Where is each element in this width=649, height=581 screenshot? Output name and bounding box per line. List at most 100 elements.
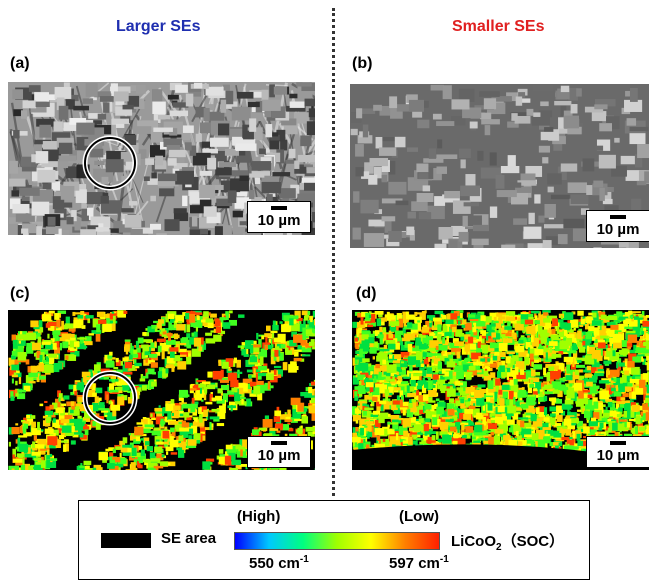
- pixel: [63, 395, 69, 399]
- grain: [215, 226, 223, 235]
- pixel: [486, 397, 491, 402]
- grain: [563, 219, 584, 228]
- grain: [396, 201, 409, 206]
- grain: [100, 96, 114, 102]
- grain: [629, 133, 645, 144]
- grain: [204, 206, 217, 216]
- pixel: [497, 398, 499, 403]
- pixel: [22, 458, 24, 466]
- grain: [9, 161, 18, 174]
- grain: [232, 170, 248, 176]
- pixel: [38, 363, 44, 372]
- pixel: [34, 435, 37, 440]
- grain: [407, 147, 418, 151]
- pixel: [281, 344, 286, 348]
- grain: [477, 151, 483, 161]
- pixel: [47, 436, 57, 445]
- pixel: [55, 408, 63, 413]
- pixel: [544, 396, 547, 401]
- pixel: [23, 426, 26, 433]
- grain: [429, 148, 436, 158]
- pixel: [151, 418, 156, 420]
- pixel: [179, 317, 181, 320]
- grain: [200, 171, 212, 176]
- pixel: [280, 426, 283, 430]
- grain: [248, 102, 260, 107]
- grain: [239, 176, 248, 181]
- heading-right: Smaller SEs: [452, 18, 545, 36]
- pixel: [141, 449, 145, 455]
- pixel: [42, 314, 51, 321]
- pixel: [639, 315, 644, 318]
- pixel: [166, 364, 174, 368]
- pixel: [477, 374, 484, 377]
- pixel: [206, 459, 214, 462]
- pixel: [241, 399, 243, 405]
- pixel: [109, 383, 114, 390]
- grain: [376, 137, 383, 148]
- pixel: [614, 393, 621, 397]
- pixel: [66, 317, 70, 324]
- pixel: [188, 439, 197, 445]
- pixel: [38, 337, 42, 344]
- pixel: [96, 324, 100, 332]
- pixel: [494, 392, 497, 400]
- grain: [221, 100, 226, 113]
- pixel: [276, 357, 279, 362]
- pixel: [182, 421, 186, 428]
- pixel: [96, 334, 101, 342]
- grain: [370, 158, 389, 166]
- pixel: [264, 333, 271, 337]
- pixel: [268, 468, 271, 470]
- grain: [388, 231, 402, 242]
- pixel: [353, 442, 355, 447]
- pixel: [146, 358, 148, 363]
- pixel: [274, 350, 278, 357]
- grain: [564, 116, 579, 129]
- grain: [529, 213, 535, 224]
- pixel: [54, 330, 61, 334]
- pixel: [494, 400, 496, 402]
- grain: [175, 85, 188, 93]
- grain: [152, 102, 165, 114]
- pixel: [230, 373, 237, 381]
- grain: [59, 106, 69, 120]
- pixel: [238, 314, 244, 317]
- pixel: [468, 406, 475, 409]
- pixel: [304, 393, 312, 398]
- pixel: [389, 354, 393, 358]
- pixel: [497, 371, 501, 378]
- pixel: [178, 435, 183, 441]
- pixel: [413, 440, 418, 444]
- pixel: [115, 446, 120, 449]
- pixel: [77, 382, 84, 390]
- grain: [614, 138, 619, 143]
- pixel: [125, 340, 131, 342]
- pixel: [425, 418, 430, 422]
- grain: [114, 91, 129, 101]
- grain: [418, 173, 428, 179]
- pixel: [406, 312, 409, 316]
- pixel: [310, 316, 312, 322]
- pixel: [198, 407, 202, 414]
- pixel: [506, 311, 515, 316]
- pixel: [579, 325, 583, 327]
- pixel: [585, 317, 593, 324]
- panel-label: (a): [10, 55, 30, 73]
- grain: [351, 129, 358, 135]
- pixel: [62, 425, 72, 432]
- pixel: [103, 324, 112, 332]
- pixel: [272, 325, 278, 330]
- grain: [296, 82, 312, 86]
- pixel: [33, 467, 41, 469]
- pixel: [512, 330, 515, 333]
- pixel: [194, 433, 201, 440]
- pixel: [107, 463, 115, 469]
- pixel: [124, 344, 130, 351]
- grain: [285, 160, 294, 164]
- pixel: [142, 385, 147, 391]
- pixel: [312, 333, 315, 336]
- grain: [621, 156, 637, 164]
- pixel: [123, 311, 127, 314]
- grain: [294, 160, 299, 168]
